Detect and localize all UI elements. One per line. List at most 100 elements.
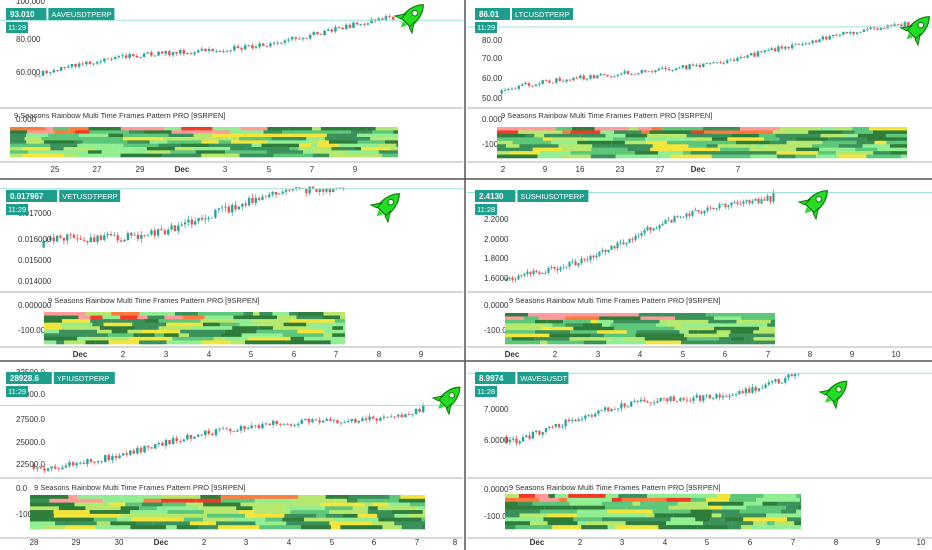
candle <box>626 404 630 408</box>
oscillator-band <box>756 497 800 503</box>
candle <box>541 79 544 85</box>
candle <box>579 74 582 80</box>
oscillator-band <box>704 130 731 135</box>
candle-body <box>821 36 825 40</box>
rocket-icon <box>818 380 848 410</box>
oscillator-band <box>591 147 628 152</box>
oscillator-band <box>712 509 740 514</box>
oscillator-band <box>132 322 161 327</box>
candle-body <box>371 416 375 419</box>
candle <box>695 63 698 68</box>
candle-body <box>661 223 664 226</box>
oscillator-band <box>160 498 197 503</box>
candle <box>818 38 821 43</box>
oscillator-band <box>323 312 345 316</box>
oscillator-band <box>794 521 801 526</box>
candle <box>418 407 421 413</box>
oscillator-band <box>377 513 395 518</box>
candle-body <box>204 218 207 220</box>
oscillator-band <box>161 495 201 500</box>
candle-body <box>804 43 807 45</box>
x-tick-label: 7 <box>415 538 420 547</box>
oscillator-band <box>518 130 563 135</box>
candle-body <box>200 434 203 436</box>
candle <box>271 419 275 428</box>
candle-body <box>393 416 396 418</box>
rocket-body <box>825 380 848 403</box>
oscillator-band <box>519 513 548 518</box>
oscillator-band <box>724 517 744 522</box>
candle-body <box>88 61 92 65</box>
candle <box>623 69 626 75</box>
oscillator-band <box>736 319 771 324</box>
indicator-label: 9 Seasons Rainbow Multi Time Frames Patt… <box>501 111 712 120</box>
candle <box>739 200 742 206</box>
oscillator-band <box>108 133 124 138</box>
oscillator-band <box>338 143 378 148</box>
oscillator-band <box>188 333 221 338</box>
candle-body <box>505 278 508 281</box>
oscillator-band <box>312 153 330 158</box>
candle <box>171 435 175 445</box>
x-tick-label: 9 <box>543 165 548 174</box>
oscillator-band <box>705 497 730 503</box>
rocket-flame <box>438 402 445 409</box>
candle-body <box>654 70 657 73</box>
candle <box>630 400 633 407</box>
oscillator-band <box>649 130 691 135</box>
y-tick-label: 0.014000 <box>18 277 52 286</box>
oscillator-band <box>767 505 786 510</box>
candle <box>204 48 207 52</box>
x-tick-label: 3 <box>244 538 249 547</box>
oscillator-band <box>312 127 321 131</box>
candle-body <box>721 395 725 398</box>
candle <box>691 210 694 218</box>
oscillator-band <box>669 319 709 324</box>
rocket-fin-left <box>797 199 812 206</box>
oscillator-band <box>87 336 129 341</box>
candle-body <box>709 207 712 209</box>
candle-body <box>254 198 257 203</box>
oscillator-band <box>670 517 696 522</box>
oscillator-band <box>296 315 323 320</box>
rocket-window <box>411 9 419 17</box>
candle <box>247 195 251 207</box>
oscillator-band <box>97 329 112 334</box>
candle-body <box>103 455 107 462</box>
x-tick-label: 4 <box>287 538 292 547</box>
oscillator-band <box>26 127 47 131</box>
candle <box>300 418 303 425</box>
oscillator-band <box>320 127 367 131</box>
candle-body <box>790 374 793 377</box>
candle <box>718 392 721 401</box>
candle-body <box>146 234 150 236</box>
candle <box>301 36 305 42</box>
candle-body <box>190 219 193 225</box>
oscillator-band <box>638 313 663 317</box>
candle-body <box>41 70 45 76</box>
candle-body <box>123 240 126 242</box>
oscillator-band <box>219 322 240 327</box>
candle-body <box>307 418 311 423</box>
oscillator-band <box>304 517 336 522</box>
candle-body <box>745 199 748 202</box>
oscillator-band <box>842 130 855 135</box>
candle <box>241 203 244 211</box>
oscillator-band <box>565 316 600 321</box>
candle <box>754 197 757 201</box>
candle <box>52 233 55 245</box>
x-tick-label: 7 <box>791 538 796 547</box>
candle-body <box>375 418 379 421</box>
oscillator-band <box>686 133 732 138</box>
candle <box>281 189 284 196</box>
oscillator-band <box>49 517 94 522</box>
candle <box>503 88 507 92</box>
oscillator-band <box>254 510 291 515</box>
candle-body <box>616 408 620 410</box>
oscillator-band <box>164 127 182 131</box>
oscillator-band <box>201 140 212 144</box>
candle <box>168 439 171 446</box>
oscillator-band <box>777 501 788 506</box>
oscillator-band <box>265 517 283 522</box>
candle <box>160 51 164 54</box>
